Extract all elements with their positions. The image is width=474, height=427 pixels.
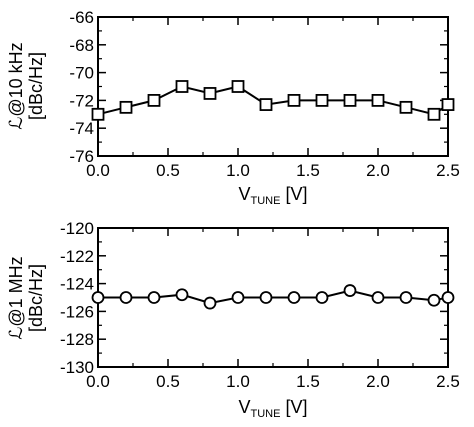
data-point [203,87,217,100]
x-tick-label: 2.5 [436,161,460,180]
data-point [371,291,385,304]
data-point [175,80,189,93]
x-tick-label: 1.5 [296,161,320,180]
x-tick-label: 2.0 [366,161,390,180]
data-point [231,80,245,93]
data-point [119,291,133,304]
data-point [343,94,357,107]
data-point [203,296,217,310]
y-axis-label-line2: [dBc/Hz] [26,264,46,332]
data-point [147,94,161,107]
x-tick-label: 0.0 [86,372,110,391]
y-tick-label: -120 [60,219,94,238]
y-tick-label: -130 [60,358,94,377]
y-tick-label: -124 [60,275,94,294]
x-axis-label: VTUNE [V] [239,397,308,420]
x-axis-label-sub: TUNE [251,195,281,207]
data-point [91,291,105,304]
series-markers [91,80,455,121]
y-tick-label: -74 [69,119,94,138]
data-point [441,291,455,304]
x-axis-label-main: V [239,397,251,417]
x-tick-label: 0.5 [156,372,180,391]
data-point [119,100,133,114]
x-axis-label-unit: [V] [280,397,307,417]
x-tick-label: 1.0 [226,372,250,391]
x-tick-label: 2.0 [366,372,390,391]
y-axis-label: ℒ@1 MHz [dBc/Hz] [6,256,46,339]
y-tick-label: -128 [60,330,94,349]
data-point [91,107,105,121]
x-tick-label: 2.5 [436,372,460,391]
y-tick-label: -68 [69,36,94,55]
x-tick-label: 0.0 [86,161,110,180]
y-tick-label: -72 [69,91,94,110]
data-point [287,94,301,107]
data-point [231,291,245,304]
data-point [343,284,357,297]
plot-frame [97,16,449,157]
y-tick-label: -126 [60,302,94,321]
y-tick-label: -76 [69,147,94,166]
tick-labels: 0.0 0.5 1.0 1.5 2.0 2.5 -120 -122 -124 -126 -128 -1… [60,219,460,391]
chart-phase-noise-1mhz: 0.0 0.5 1.0 1.5 2.0 2.5 -120 -122 -124 -126 -128 -1… [6,219,460,420]
x-axis-label-main: V [239,184,251,204]
data-point [287,291,301,304]
y-axis-label-line1: ℒ@10 kHz [6,42,26,129]
axis-ticks [97,16,449,157]
x-tick-label: 0.5 [156,161,180,180]
data-point [441,98,455,111]
data-point [427,107,441,121]
y-axis-label-line2: [dBc/Hz] [26,52,46,120]
x-axis-label: VTUNE [V] [239,184,308,207]
chart-phase-noise-10khz: 0.0 0.5 1.0 1.5 2.0 2.5 -66 -68 -70 -72 -74 -76 VTU… [6,8,460,207]
data-point [399,291,413,304]
data-point [175,288,189,302]
data-point [147,291,161,304]
data-point [399,100,413,114]
y-tick-label: -122 [60,247,94,266]
tick-labels: 0.0 0.5 1.0 1.5 2.0 2.5 -66 -68 -70 -72 -74 -76 [69,8,459,180]
data-point [259,98,273,111]
x-axis-label-unit: [V] [280,184,307,204]
x-tick-label: 1.5 [296,372,320,391]
y-tick-label: -66 [69,8,94,27]
axis-ticks [97,227,449,368]
data-point [315,94,329,107]
series-markers [91,284,455,310]
data-point [259,291,273,304]
data-point [315,291,329,304]
y-tick-label: -70 [69,64,94,83]
data-point [371,94,385,107]
y-axis-label: ℒ@10 kHz [dBc/Hz] [6,42,46,129]
y-axis-label-line1: ℒ@1 MHz [6,256,26,339]
data-point [427,293,441,307]
x-axis-label-sub: TUNE [251,408,281,420]
x-tick-label: 1.0 [226,161,250,180]
